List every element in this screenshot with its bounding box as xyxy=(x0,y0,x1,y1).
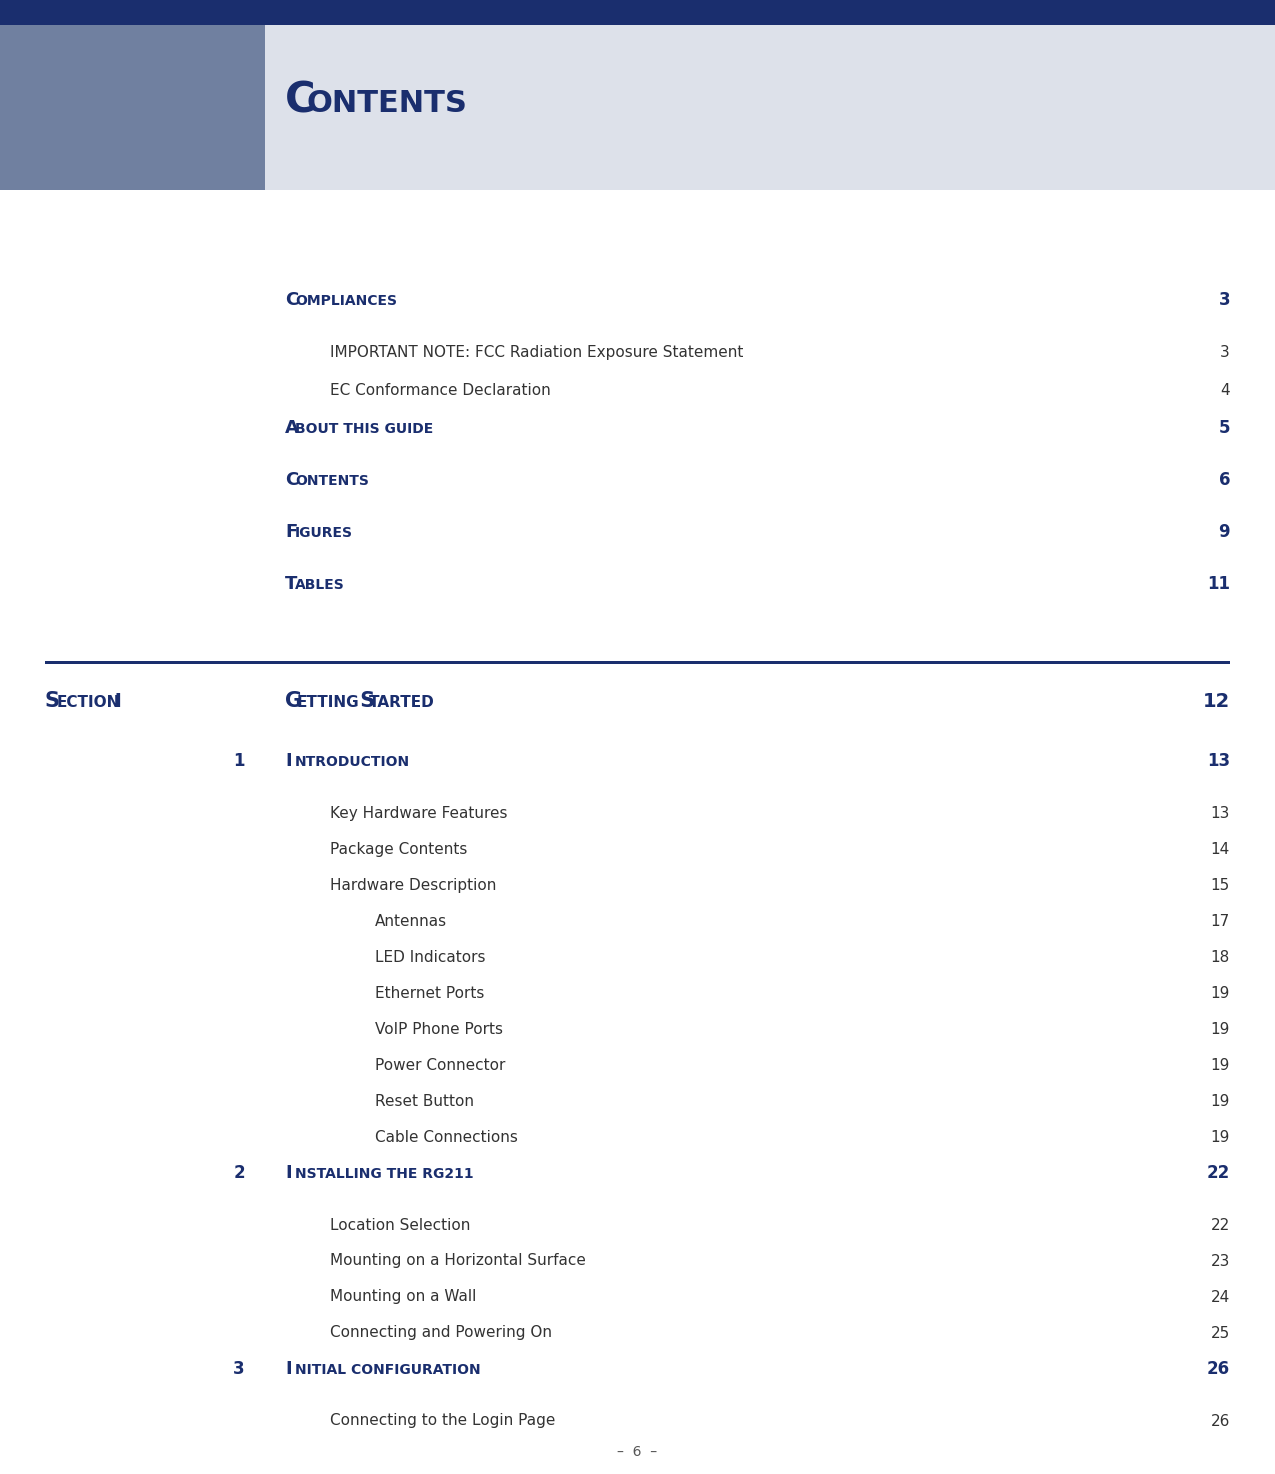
Text: 12: 12 xyxy=(1202,691,1230,710)
Text: ABLES: ABLES xyxy=(295,578,344,593)
Text: EC Conformance Declaration: EC Conformance Declaration xyxy=(330,382,551,398)
Text: Hardware Description: Hardware Description xyxy=(330,877,496,892)
Text: Cable Connections: Cable Connections xyxy=(375,1129,518,1144)
Text: Antennas: Antennas xyxy=(375,914,448,929)
Text: TARTED: TARTED xyxy=(368,694,435,709)
Text: 19: 19 xyxy=(1211,1057,1230,1073)
Bar xyxy=(0,0,1275,25)
Text: 9: 9 xyxy=(1219,523,1230,541)
Bar xyxy=(265,25,1275,190)
Text: IGURES: IGURES xyxy=(295,526,353,539)
Text: 25: 25 xyxy=(1211,1325,1230,1340)
Text: 6: 6 xyxy=(1219,472,1230,489)
Text: 26: 26 xyxy=(1207,1361,1230,1378)
Bar xyxy=(0,25,265,190)
Text: NITIAL CONFIGURATION: NITIAL CONFIGURATION xyxy=(295,1363,481,1377)
Text: LED Indicators: LED Indicators xyxy=(375,949,486,964)
Text: Connecting to the Login Page: Connecting to the Login Page xyxy=(330,1414,556,1428)
Text: Mounting on a Wall: Mounting on a Wall xyxy=(330,1290,477,1304)
Text: –  6  –: – 6 – xyxy=(617,1445,658,1459)
Text: C: C xyxy=(286,80,316,121)
Text: 3: 3 xyxy=(1220,345,1230,360)
Text: I: I xyxy=(286,1164,292,1182)
Text: ONTENTS: ONTENTS xyxy=(307,88,468,118)
Text: S: S xyxy=(45,691,60,710)
Text: 14: 14 xyxy=(1211,842,1230,856)
Text: C: C xyxy=(286,472,298,489)
Text: NTRODUCTION: NTRODUCTION xyxy=(295,755,411,769)
Text: Ethernet Ports: Ethernet Ports xyxy=(375,986,484,1001)
Text: G: G xyxy=(286,691,302,710)
Text: Reset Button: Reset Button xyxy=(375,1094,474,1108)
Text: T: T xyxy=(286,575,297,593)
Text: 22: 22 xyxy=(1206,1164,1230,1182)
Text: 17: 17 xyxy=(1211,914,1230,929)
Text: S: S xyxy=(353,691,375,710)
Text: 22: 22 xyxy=(1211,1218,1230,1232)
Text: NSTALLING THE RG211: NSTALLING THE RG211 xyxy=(295,1167,473,1181)
Text: 19: 19 xyxy=(1211,1129,1230,1144)
Text: OMPLIANCES: OMPLIANCES xyxy=(295,293,397,308)
Text: ECTION: ECTION xyxy=(57,694,120,709)
Text: 19: 19 xyxy=(1211,986,1230,1001)
Bar xyxy=(45,660,1230,663)
Text: 1: 1 xyxy=(233,752,245,769)
Text: Package Contents: Package Contents xyxy=(330,842,468,856)
Text: 19: 19 xyxy=(1211,1094,1230,1108)
Text: 26: 26 xyxy=(1211,1414,1230,1428)
Text: Mounting on a Horizontal Surface: Mounting on a Horizontal Surface xyxy=(330,1253,586,1269)
Text: 13: 13 xyxy=(1211,805,1230,821)
Text: ONTENTS: ONTENTS xyxy=(295,475,368,488)
Text: BOUT THIS GUIDE: BOUT THIS GUIDE xyxy=(295,422,434,436)
Text: C: C xyxy=(286,290,298,310)
Text: A: A xyxy=(286,419,298,436)
Text: 3: 3 xyxy=(1219,290,1230,310)
Text: 13: 13 xyxy=(1207,752,1230,769)
Text: IMPORTANT NOTE: FCC Radiation Exposure Statement: IMPORTANT NOTE: FCC Radiation Exposure S… xyxy=(330,345,743,360)
Text: 4: 4 xyxy=(1220,382,1230,398)
Text: F: F xyxy=(286,523,297,541)
Text: 18: 18 xyxy=(1211,949,1230,964)
Text: 19: 19 xyxy=(1211,1021,1230,1036)
Text: Key Hardware Features: Key Hardware Features xyxy=(330,805,507,821)
Text: 3: 3 xyxy=(233,1361,245,1378)
Text: 23: 23 xyxy=(1211,1253,1230,1269)
Text: I: I xyxy=(286,752,292,769)
Text: Location Selection: Location Selection xyxy=(330,1218,470,1232)
Text: ETTING: ETTING xyxy=(297,694,360,709)
Text: Power Connector: Power Connector xyxy=(375,1057,505,1073)
Text: 11: 11 xyxy=(1207,575,1230,593)
Text: 5: 5 xyxy=(1219,419,1230,436)
Text: 24: 24 xyxy=(1211,1290,1230,1304)
Text: I: I xyxy=(108,691,122,710)
Text: Connecting and Powering On: Connecting and Powering On xyxy=(330,1325,552,1340)
Text: I: I xyxy=(286,1361,292,1378)
Text: 2: 2 xyxy=(233,1164,245,1182)
Text: VoIP Phone Ports: VoIP Phone Ports xyxy=(375,1021,504,1036)
Text: 15: 15 xyxy=(1211,877,1230,892)
